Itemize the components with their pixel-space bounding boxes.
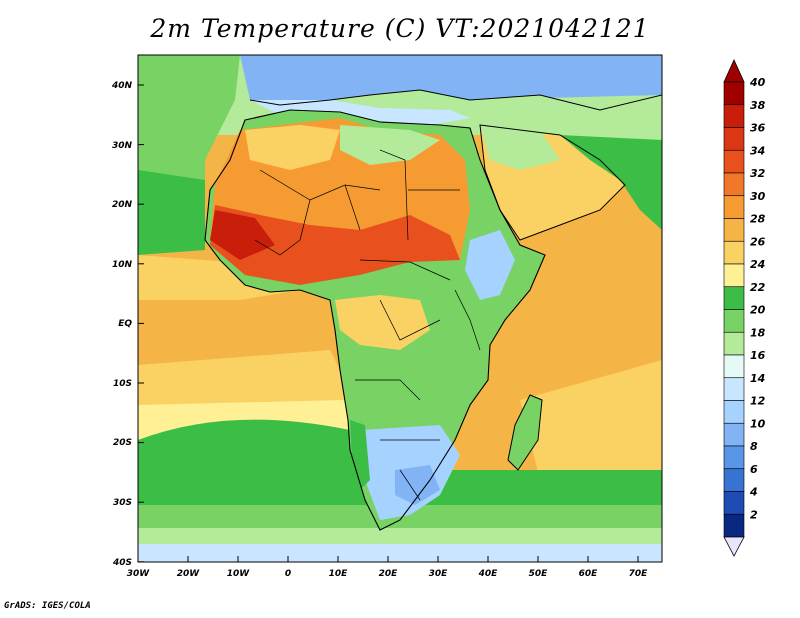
colorbar-label: 18 [750,326,766,339]
colorbar-cell [723,81,745,106]
colorbar-label: 34 [750,144,765,157]
south-africa-plateau [395,465,440,505]
lon-label-60e: 60E [579,569,599,579]
country-borders [254,149,481,501]
lat-label-20n: 20N [112,200,133,210]
lon-label-0: 0 [285,569,291,579]
colorbar-label: 8 [750,440,758,453]
colorbar-cell [723,240,745,265]
lon-label-70e: 70E [629,569,649,579]
colorbar-cell [723,445,745,470]
ocean-southern-pale [138,528,662,544]
colorbar-label: 22 [750,281,766,294]
colorbar-top-arrow [723,59,745,83]
west-sahel-hottest [210,210,275,260]
europe-land [240,55,662,110]
colorbar-cell [723,172,745,197]
colorbar-label: 10 [750,417,766,430]
colorbar-cell [723,149,745,174]
lon-label-30w: 30W [127,569,151,579]
lon-label-20e: 20E [379,569,399,579]
latitude-axis: 40N 30N 20N 10N EQ 10S 20S 30S 40S [111,81,144,568]
longitude-axis: 30W 20W 10W 0 10E 20E 30E 40E 50E 60E 70… [127,556,648,579]
arabia-coastline [479,124,626,241]
algeria-mild [245,125,340,170]
lat-label-10s: 10S [113,379,132,389]
mediterranean-sea [250,100,470,125]
grads-credit: GrADS: IGES/COLA [4,601,91,611]
madagascar-coastline [507,394,543,471]
lat-label-eq: EQ [118,319,132,329]
colorbar-label: 32 [750,167,766,180]
colorbar-cell [723,422,745,447]
africa-coastline [204,109,546,531]
colorbar-label: 36 [750,122,766,135]
ocean-south-atlantic-green [138,419,370,480]
colorbar-label: 24 [750,258,765,271]
map-title: 2m Temperature (C) VT:2021042121 [150,14,650,43]
libya-egypt-cool [340,125,440,165]
madagascar [508,395,542,470]
europe-coastline [249,89,662,111]
colorbar-cell [723,263,745,288]
congo-basin-mild [335,295,430,350]
colorbar-cell [723,354,745,379]
colorbar-label: 16 [750,349,766,362]
colorbar-label: 14 [750,372,765,385]
lon-label-20w: 20W [177,569,201,579]
colorbar-cell [723,127,745,151]
colorbar-label: 28 [750,213,766,226]
colorbar-label: 6 [750,463,758,476]
colorbar-labels: 40 38 36 34 32 30 28 26 24 22 20 18 16 14 12 10 8 6 4 2 [749,76,766,521]
colorbar-cell [723,309,745,333]
colorbar-label: 26 [750,235,766,248]
colorbar-cell [723,468,745,492]
colorbar-label: 40 [749,76,766,89]
lon-label-10w: 10W [227,569,251,579]
colorbar-label: 30 [750,190,766,203]
lat-label-20s: 20S [113,438,132,448]
sahel-hot [210,205,460,285]
lat-label-30s: 30S [113,498,132,508]
colorbar-cell [723,195,745,219]
colorbar-bottom-arrow [723,536,745,557]
lat-label-40n: 40N [111,81,133,91]
ocean-southern-cold [138,544,662,562]
lon-label-30e: 30E [429,569,449,579]
lat-label-30n: 30N [112,141,133,151]
ocean-canary-green [138,170,205,255]
lat-label-40s: 40S [112,558,132,568]
lat-label-10n: 10N [112,260,133,270]
colorbar: 40 38 36 34 32 30 28 26 24 22 20 18 16 14 12 10 8 6 4 2 [723,59,766,557]
colorbar-label: 20 [750,304,766,317]
ethiopian-highlands [465,230,515,300]
colorbar-cells [723,81,745,538]
lon-label-40e: 40E [478,569,499,579]
colorbar-cell [723,331,745,356]
colorbar-cell [723,104,745,128]
colorbar-cell [723,513,745,538]
lon-label-10e: 10E [329,569,349,579]
plot-frame [137,54,663,563]
colorbar-cell [723,218,745,242]
iran-pakistan [560,135,662,230]
lon-label-50e: 50E [529,569,549,579]
plot-field [138,55,662,562]
colorbar-cell [723,377,745,401]
middle-east-north [470,95,662,150]
colorbar-label: 12 [750,395,766,408]
colorbar-cell [723,491,745,515]
namibia-coast-green [350,420,370,490]
ocean-indian-mild [520,360,662,480]
arabia-north-green [480,125,560,170]
colorbar-label: 4 [749,486,758,499]
colorbar-label: 2 [750,508,758,521]
colorbar-cell [723,400,745,424]
colorbar-label: 38 [750,99,766,112]
colorbar-cell [723,286,745,310]
